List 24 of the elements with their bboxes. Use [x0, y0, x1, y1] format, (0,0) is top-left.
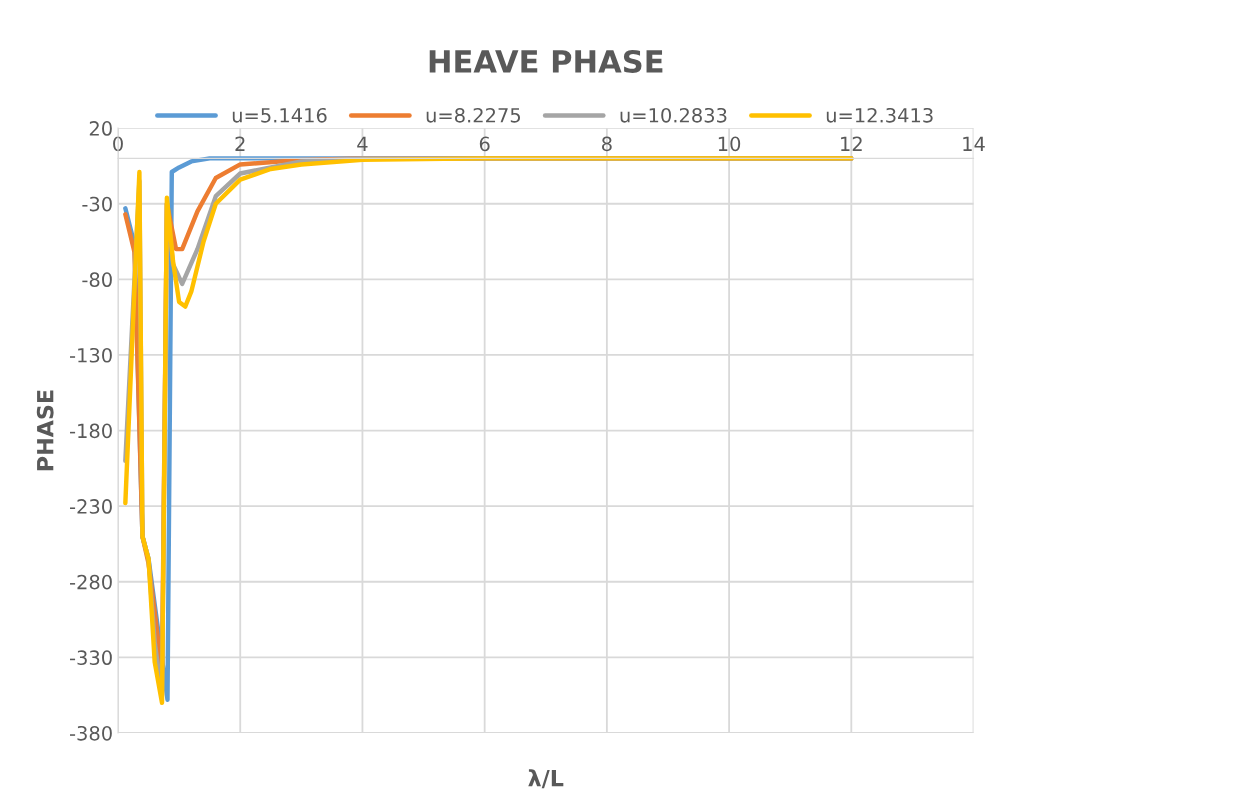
y-tick-label: -180: [69, 423, 112, 439]
x-tick-label: 8: [602, 136, 612, 152]
x-tick-label: 2: [235, 136, 245, 151]
y-tick-label: 20: [89, 121, 112, 136]
legend-label: u=12.3413: [826, 107, 933, 123]
y-axis-title: PHASE: [36, 390, 54, 471]
y-tick-label: -30: [82, 196, 112, 212]
legend-label: u=10.2833: [620, 107, 727, 123]
chart-title: HEAVE PHASE: [429, 49, 663, 74]
y-tick-label: -230: [69, 499, 112, 514]
y-tick-label: -330: [69, 650, 112, 666]
x-tick-label: 12: [841, 136, 862, 151]
x-axis-title: λ/L: [528, 769, 564, 789]
x-tick-label: 6: [479, 136, 490, 152]
x-tick-label: 10: [718, 136, 741, 152]
x-tick-label: 0: [113, 136, 123, 152]
y-tick-label: -80: [82, 272, 112, 288]
x-tick-label: 4: [357, 136, 368, 151]
y-tick-label: -380: [69, 725, 112, 741]
y-tick-label: -130: [69, 347, 112, 363]
x-tick-label: 14: [963, 136, 985, 151]
legend-label: u=8.2275: [426, 107, 521, 123]
y-tick-label: -280: [69, 574, 112, 590]
legend-label: u=5.1416: [232, 107, 327, 123]
